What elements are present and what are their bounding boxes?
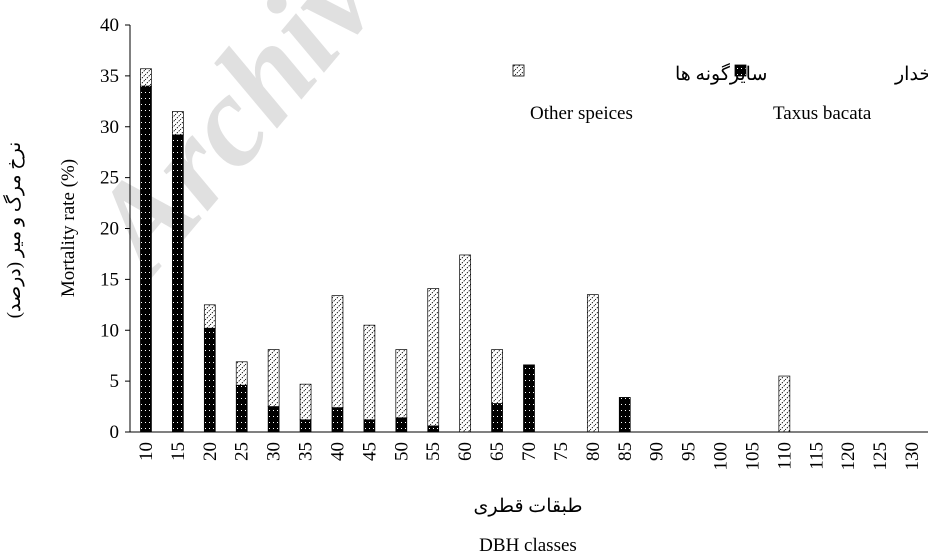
x-tick-label: 40 — [327, 442, 348, 461]
bar-taxus-20 — [203, 327, 216, 433]
bar-other-60 — [459, 254, 472, 433]
x-tick-label: 130 — [902, 442, 923, 471]
bar-other-10 — [140, 68, 152, 87]
bar-taxus-65 — [491, 403, 503, 433]
x-tick-label: 15 — [168, 442, 189, 461]
legend-swatch-taxus — [734, 64, 747, 77]
y-tick-label: 40 — [100, 15, 119, 36]
x-tick-label: 50 — [391, 442, 412, 461]
legend: سرخدار Taxus bacata سایرگونه ها Other sp… — [512, 62, 928, 124]
y-tick-label: 25 — [100, 168, 119, 189]
legend-label-taxus-en: Taxus bacata — [773, 103, 872, 124]
legend-label-other-en: Other speices — [530, 103, 633, 124]
bar-taxus-30 — [267, 406, 280, 433]
x-tick-label: 35 — [296, 442, 317, 461]
legend-swatch-other — [512, 64, 525, 77]
bar-other-25 — [235, 361, 248, 386]
x-axis-title-fa: طبقات قطری — [474, 496, 583, 517]
y-axis-title-en: Mortality rate (%) — [58, 159, 79, 297]
bar-other-45 — [363, 324, 376, 421]
y-tick-label: 5 — [110, 371, 120, 392]
bar-taxus-70 — [523, 364, 535, 433]
bar-taxus-45 — [363, 419, 376, 433]
bar-other-35 — [299, 383, 312, 421]
x-tick-label: 10 — [136, 442, 157, 461]
bar-taxus-35 — [299, 419, 312, 433]
y-tick-label: 15 — [100, 269, 119, 290]
y-tick-label: 0 — [110, 422, 120, 443]
x-tick-label: 125 — [870, 442, 891, 471]
bar-other-55 — [427, 288, 440, 427]
y-axis: 0 5 10 15 20 25 30 35 40 — [100, 15, 131, 443]
x-tick-label: 115 — [806, 442, 827, 470]
x-tick-label: 30 — [264, 442, 285, 461]
x-tick-label: 120 — [838, 442, 859, 471]
bar-taxus-15 — [172, 134, 184, 433]
x-tick-label: 25 — [232, 442, 253, 461]
bar-other-110 — [778, 375, 791, 433]
bar-taxus-50 — [395, 417, 408, 433]
watermark: Archive — [57, 0, 441, 304]
legend-label-other-fa: سایرگونه ها — [675, 62, 767, 85]
x-tick-label: 110 — [774, 442, 795, 470]
x-axis: 10 15 20 25 30 35 40 45 50 55 60 65 70 75 80 85 90 95 100 1… — [130, 431, 928, 471]
x-tick-label: 20 — [200, 442, 221, 461]
x-tick-label: 65 — [487, 442, 508, 461]
bar-taxus-25 — [235, 384, 248, 433]
x-tick-label: 80 — [583, 442, 604, 461]
x-tick-label: 45 — [359, 442, 380, 461]
bar-other-40 — [331, 295, 344, 408]
y-axis-title-fa: نرخ مرگ و میر (درصد) — [2, 142, 25, 319]
bar-other-15 — [172, 111, 184, 136]
y-tick-label: 10 — [100, 320, 119, 341]
bar-taxus-40 — [331, 407, 344, 433]
x-tick-label: 105 — [742, 442, 763, 471]
bars-group — [140, 68, 791, 433]
x-tick-label: 90 — [647, 442, 668, 461]
y-tick-label: 30 — [100, 117, 119, 138]
bar-other-20 — [203, 304, 216, 329]
x-tick-label: 85 — [615, 442, 636, 461]
x-tick-label: 95 — [679, 442, 700, 461]
legend-label-taxus-fa: سرخدار — [894, 64, 928, 85]
bar-other-30 — [267, 349, 280, 407]
bar-taxus-10 — [140, 85, 152, 433]
x-tick-label: 100 — [711, 442, 732, 471]
bar-other-65 — [491, 349, 503, 404]
bar-taxus-85 — [618, 397, 631, 433]
y-tick-label: 35 — [100, 66, 119, 87]
x-tick-label: 70 — [519, 442, 540, 461]
x-axis-title-en: DBH classes — [479, 535, 577, 555]
x-tick-label: 60 — [455, 442, 476, 461]
y-tick-label: 20 — [100, 219, 119, 240]
bar-other-50 — [395, 349, 408, 419]
x-tick-label: 75 — [551, 442, 572, 461]
x-tick-label: 55 — [423, 442, 444, 461]
bar-other-80 — [586, 294, 599, 433]
bar-taxus-55 — [427, 425, 440, 433]
